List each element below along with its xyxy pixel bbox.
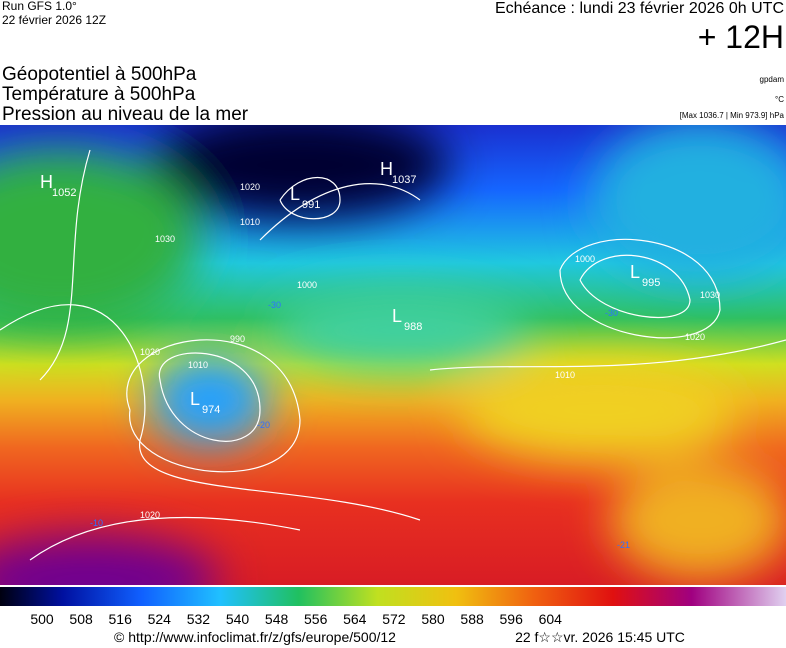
- isobar-label: 1020: [140, 510, 160, 520]
- layer: Pression au niveau de la mer: [2, 104, 249, 125]
- source: © http://www.infoclimat.fr/z/gfs/europe/…: [114, 629, 396, 645]
- generated: 22 f☆☆vr. 2026 15:45 UTC: [515, 629, 685, 645]
- isobar-label: 1000: [297, 280, 317, 290]
- lead-time: + 12H: [698, 19, 784, 55]
- isobar-label: 1010: [188, 360, 208, 370]
- unit: °C: [775, 95, 784, 104]
- isobar-label: 1020: [240, 182, 260, 192]
- pressure-value: 974: [202, 404, 220, 416]
- isobar-label: 1030: [700, 290, 720, 300]
- temperature-label: -21: [617, 540, 630, 550]
- pressure-value: 1037: [392, 174, 416, 186]
- temperature-label: -20: [257, 420, 270, 430]
- pressure-letter: H: [40, 172, 53, 192]
- isobar-label: 990: [230, 334, 245, 344]
- run-date: 22 février 2026 12Z: [2, 13, 106, 27]
- pressure-value: 991: [302, 199, 320, 211]
- colorbar-label: 532: [187, 611, 211, 627]
- colorbar-label: 588: [460, 611, 484, 627]
- run: Run GFS 1.0°: [2, 0, 77, 13]
- colorbar-label: 516: [109, 611, 133, 627]
- colorbar-label: 556: [304, 611, 328, 627]
- pressure-letter: L: [630, 262, 640, 282]
- isobar-label: 1000: [575, 254, 595, 264]
- pressure-letter: L: [190, 389, 200, 409]
- pressure-value: 995: [642, 277, 660, 289]
- map: [0, 125, 786, 585]
- pressure-letter: L: [290, 184, 300, 204]
- pressure-letter: H: [380, 159, 393, 179]
- layer: Température à 500hPa: [2, 84, 196, 105]
- layer: Géopotentiel à 500hPa: [2, 64, 197, 85]
- isobar-label: 1010: [555, 370, 575, 380]
- extremes: [Max 1036.7 | Min 973.9] hPa: [680, 111, 785, 120]
- isobar-label: 1010: [240, 217, 260, 227]
- colorbar-label: 580: [421, 611, 445, 627]
- isobars: [0, 149, 786, 561]
- valid-time: Echéance : lundi 23 février 2026 0h UTC: [495, 0, 784, 17]
- temperature-label: -30: [605, 308, 618, 318]
- colorbar-label: 604: [539, 611, 563, 627]
- pressure-letter: L: [392, 306, 402, 326]
- colorbar-label: 500: [30, 611, 54, 627]
- temperature-label: -30: [268, 300, 281, 310]
- pressure-value: 1052: [52, 187, 76, 199]
- colorbar: [0, 587, 786, 606]
- colorbar-label: 572: [382, 611, 406, 627]
- isobar-label: 1020: [685, 332, 705, 342]
- pressure-value: 988: [404, 321, 422, 333]
- colorbar-label: 540: [226, 611, 250, 627]
- colorbar-label: 508: [69, 611, 93, 627]
- colorbar-label: 596: [500, 611, 524, 627]
- isobar-label: 1030: [155, 234, 175, 244]
- temperature-label: -10: [90, 518, 103, 528]
- isobar-label: 1020: [140, 347, 160, 357]
- colorbar-label: 524: [148, 611, 172, 627]
- unit: gpdam: [760, 75, 785, 84]
- colorbar-label: 548: [265, 611, 289, 627]
- colorbar-label: 564: [343, 611, 367, 627]
